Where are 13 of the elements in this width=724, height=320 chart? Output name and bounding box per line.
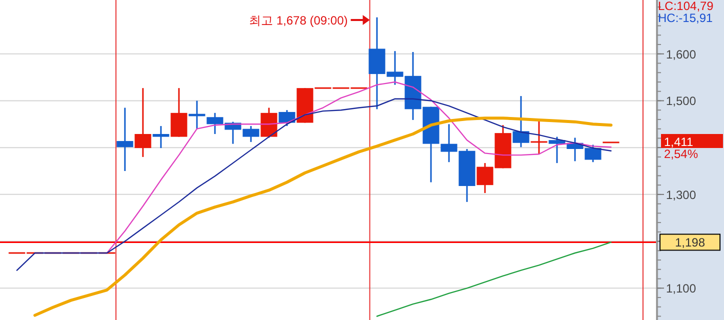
line-series <box>16 98 612 271</box>
y-tick-label: 1,600 <box>666 47 696 62</box>
y-tick-label: 1,500 <box>666 94 696 108</box>
y-tick-label: 1,100 <box>666 282 696 296</box>
text: HC:-15,91 <box>658 11 714 25</box>
annotation: 최고 1,678 (09:00) <box>249 14 348 28</box>
ref-line-label: 1,198 <box>674 236 706 250</box>
text: 2,54% <box>664 147 698 161</box>
text: LC:104,79 <box>658 0 714 13</box>
line-series <box>376 242 612 317</box>
y-tick-label: 1,300 <box>666 188 696 202</box>
text: 1,411 <box>664 135 694 149</box>
line-series <box>33 116 612 317</box>
